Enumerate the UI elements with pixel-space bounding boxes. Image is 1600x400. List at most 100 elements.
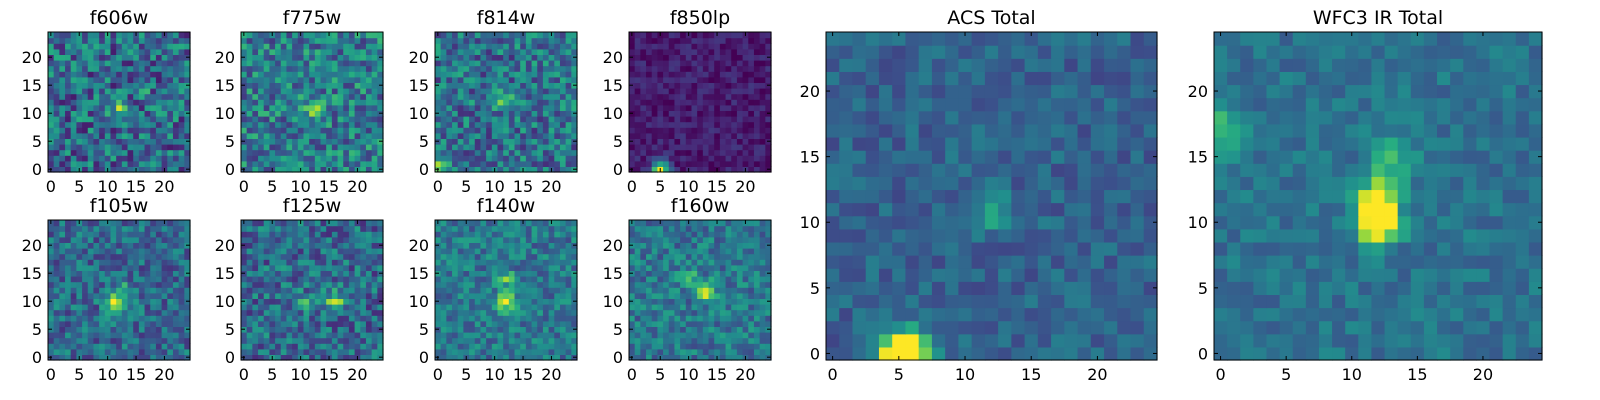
heatmap-cell (377, 43, 384, 50)
heatmap-cell (731, 332, 738, 339)
heatmap-cell (514, 54, 521, 61)
heatmap-cell (742, 93, 749, 100)
heatmap-cell (93, 93, 100, 100)
heatmap-cell (765, 37, 772, 44)
heatmap-cell (736, 160, 744, 167)
heatmap-cell (554, 104, 561, 111)
heatmap-cell (275, 155, 282, 162)
heatmap-cell (629, 132, 636, 139)
heatmap-cell (548, 304, 555, 311)
heatmap-cell (371, 32, 378, 39)
heatmap-cell (691, 121, 698, 128)
heatmap-cell (474, 287, 482, 294)
heatmap-cell (640, 160, 647, 167)
heatmap-cell (525, 281, 533, 288)
heatmap-cell (280, 231, 288, 238)
heatmap-cell (463, 71, 470, 78)
heatmap-cell (497, 132, 504, 139)
heatmap-cell (446, 71, 453, 78)
heatmap-cell (343, 259, 350, 266)
heatmap-cell (87, 43, 95, 50)
heatmap-cell (680, 104, 687, 111)
heatmap-cell (708, 315, 715, 322)
heatmap-cell (303, 166, 310, 173)
heatmap-cell (314, 292, 322, 299)
heatmap-cell (469, 248, 476, 255)
heatmap-cell (354, 231, 361, 238)
heatmap-cell (371, 276, 378, 283)
heatmap-cell (269, 270, 276, 277)
heatmap-cell (731, 104, 738, 111)
heatmap-cell (167, 270, 174, 277)
heatmap-cell (161, 160, 168, 167)
heatmap-cell (565, 138, 572, 145)
heatmap-cell (116, 248, 123, 255)
heatmap-cell (554, 99, 561, 106)
heatmap-cell (331, 343, 339, 350)
heatmap-cell (371, 270, 378, 277)
heatmap-cell (514, 343, 521, 350)
heatmap-cell (116, 287, 123, 294)
heatmap-cell (48, 127, 55, 134)
heatmap-cell (184, 253, 191, 260)
heatmap-cell (331, 166, 339, 173)
heatmap-cell (93, 332, 100, 339)
heatmap-cell (138, 166, 146, 173)
heatmap-cell (241, 71, 248, 78)
heatmap-cell (559, 354, 567, 361)
heatmap-cell (104, 144, 112, 151)
heatmap-cell (708, 155, 715, 162)
heatmap-cell (246, 281, 253, 288)
heatmap-cell (531, 253, 538, 260)
heatmap-cell (263, 354, 270, 361)
heatmap-cell (314, 48, 322, 55)
heatmap-cell (480, 48, 487, 55)
heatmap-cell (691, 76, 698, 83)
heatmap-cell (167, 32, 174, 39)
heatmap-cell (280, 149, 288, 156)
heatmap-cell (435, 292, 442, 299)
heatmap-cell (365, 166, 373, 173)
heatmap-cell (331, 231, 339, 238)
heatmap-cell (559, 248, 567, 255)
heatmap-cell (178, 276, 185, 283)
heatmap-cell (646, 65, 653, 72)
heatmap-cell (691, 149, 698, 156)
heatmap-cell (531, 155, 538, 162)
heatmap-cell (343, 225, 350, 232)
heatmap-cell (731, 304, 738, 311)
heatmap-cell (663, 82, 670, 89)
y-tick-label: 15 (603, 76, 623, 95)
heatmap-cell (343, 43, 350, 50)
heatmap-cell (480, 160, 487, 167)
heatmap-cell (742, 88, 749, 95)
heatmap-cell (172, 292, 180, 299)
heatmap-cell (70, 37, 77, 44)
heatmap-cell (65, 138, 72, 145)
heatmap-cell (446, 298, 453, 305)
heatmap-cell (348, 326, 356, 333)
heatmap-cell (292, 76, 299, 83)
heatmap-cell (53, 242, 60, 249)
heatmap-cell (542, 253, 550, 260)
heatmap-cell (337, 315, 344, 322)
heatmap-cell (292, 110, 299, 117)
heatmap-cell (748, 160, 755, 167)
heatmap-cell (554, 259, 561, 266)
heatmap-cell (348, 253, 356, 260)
heatmap-cell (674, 121, 681, 128)
heatmap-cell (663, 348, 670, 355)
heatmap-cell (326, 48, 333, 55)
heatmap-cell (70, 76, 77, 83)
heatmap-cell (571, 116, 578, 123)
heatmap-cell (144, 326, 151, 333)
heatmap-cell (246, 276, 253, 283)
heatmap-cell (377, 32, 384, 39)
heatmap-cell (542, 60, 550, 67)
heatmap-cell (691, 343, 698, 350)
heatmap-cell (452, 298, 459, 305)
heatmap-cell (457, 354, 464, 361)
heatmap-cell (263, 99, 270, 106)
heatmap-cell (452, 220, 459, 227)
